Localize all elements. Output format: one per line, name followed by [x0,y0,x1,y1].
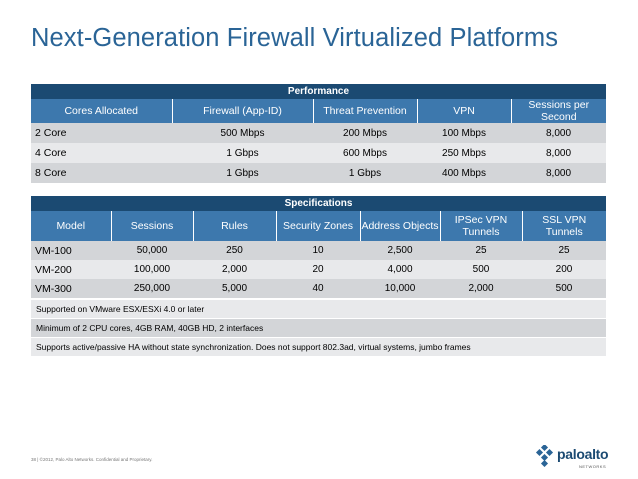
performance-table: Cores Allocated Firewall (App-ID) Threat… [31,99,606,183]
table-cell: 8,000 [511,123,606,143]
table-cell: 10,000 [360,279,440,298]
performance-heading: Performance [31,84,606,99]
table-cell: 100 Mbps [417,123,511,143]
table-cell: 40 [276,279,360,298]
table-cell: 2 Core [31,123,172,143]
col-header: Rules [192,211,276,241]
table-cell: 500 [522,279,606,298]
table-cell: 8 Core [31,163,172,183]
col-header: Cores Allocated [31,99,172,123]
table-cell: VM-200 [31,260,111,279]
table-cell: 2,000 [440,279,522,298]
table-row: 8 Core 1 Gbps 1 Gbps 400 Mbps 8,000 [31,163,606,183]
table-cell: 500 Mbps [172,123,313,143]
table-cell: 2,000 [193,260,276,279]
slide-title: Next-Generation Firewall Virtualized Pla… [31,24,559,52]
logo-text: paloalto [557,446,609,462]
table-cell: 100,000 [111,260,193,279]
table-cell: 1 Gbps [172,143,313,163]
table-cell: 200 Mbps [313,123,417,143]
table-cell: 8,000 [511,163,606,183]
col-header: SSL VPN Tunnels [521,211,606,241]
table-cell: 8,000 [511,143,606,163]
col-header: Sessions per Second [510,99,606,123]
table-row: 2 Core 500 Mbps 200 Mbps 100 Mbps 8,000 [31,123,606,143]
table-cell: 200 [522,260,606,279]
company-logo: paloalto NETWORKS [535,443,623,469]
table-cell: 4 Core [31,143,172,163]
table-row: VM-200 100,000 2,000 20 4,000 500 200 [31,260,606,279]
footer-text: 38 | ©2012, Palo Alto Networks. Confiden… [31,457,153,462]
table-cell: 250 [193,241,276,260]
table-cell: VM-100 [31,241,111,260]
spec-note: Supports active/passive HA without state… [31,338,606,356]
table-cell: 20 [276,260,360,279]
table-row: VM-300 250,000 5,000 40 10,000 2,000 500 [31,279,606,298]
col-header: VPN [416,99,511,123]
col-header: Sessions [110,211,193,241]
table-cell: 400 Mbps [417,163,511,183]
table-cell: 50,000 [111,241,193,260]
table-cell: 10 [276,241,360,260]
table-cell: 25 [440,241,522,260]
performance-header-row: Cores Allocated Firewall (App-ID) Threat… [31,99,606,123]
logo-subtext: NETWORKS [579,464,607,469]
table-cell: 25 [522,241,606,260]
specifications-heading: Specifications [31,196,606,211]
logo-mark-icon [535,445,554,467]
col-header: Security Zones [275,211,360,241]
specifications-table: Model Sessions Rules Security Zones Addr… [31,211,606,298]
table-cell: 500 [440,260,522,279]
table-cell: 1 Gbps [172,163,313,183]
table-row: VM-100 50,000 250 10 2,500 25 25 [31,241,606,260]
table-cell: 250 Mbps [417,143,511,163]
col-header: Firewall (App-ID) [171,99,313,123]
table-cell: 600 Mbps [313,143,417,163]
col-header: Model [31,211,111,241]
col-header: IPSec VPN Tunnels [439,211,522,241]
col-header: Address Objects [359,211,440,241]
table-row: 4 Core 1 Gbps 600 Mbps 250 Mbps 8,000 [31,143,606,163]
table-cell: 4,000 [360,260,440,279]
table-cell: 2,500 [360,241,440,260]
spec-note: Supported on VMware ESX/ESXi 4.0 or late… [31,300,606,318]
table-cell: 250,000 [111,279,193,298]
table-cell: VM-300 [31,279,111,298]
specifications-header-row: Model Sessions Rules Security Zones Addr… [31,211,606,241]
spec-note: Minimum of 2 CPU cores, 4GB RAM, 40GB HD… [31,319,606,337]
col-header: Threat Prevention [312,99,417,123]
table-cell: 5,000 [193,279,276,298]
table-cell: 1 Gbps [313,163,417,183]
